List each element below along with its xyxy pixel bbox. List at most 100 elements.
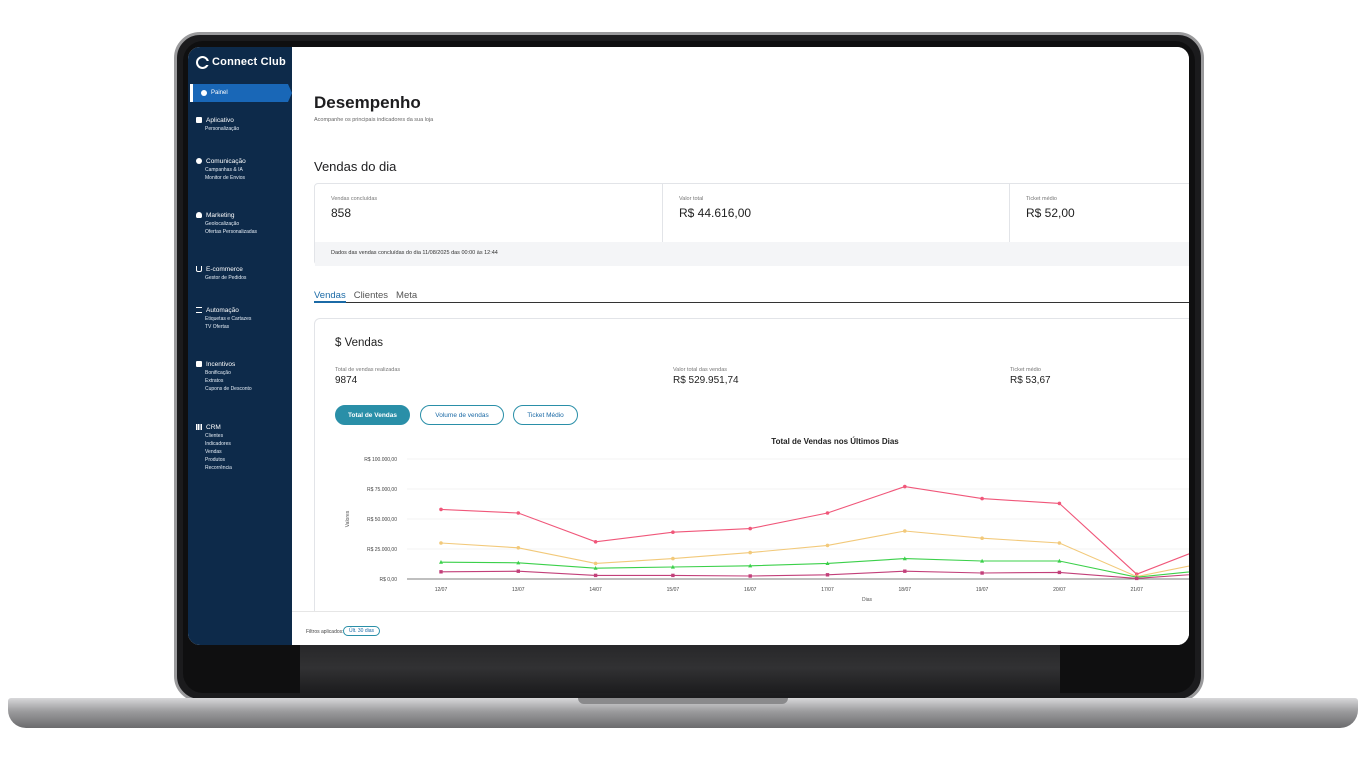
sidebar-subitem-gestor-pedidos[interactable]: Gestor de Pedidos (205, 275, 247, 281)
sidebar-subitem-cupons[interactable]: Cupons de Desconto (205, 386, 252, 392)
sidebar-item-ecommerce[interactable]: E-commerce (196, 264, 290, 274)
tab-meta[interactable]: Meta (396, 290, 418, 301)
data-point (671, 573, 675, 578)
sidebar-subitem-personalizacao[interactable]: Personalização (205, 126, 240, 132)
filters-label: Filtros aplicados: (306, 629, 344, 635)
data-point (980, 536, 984, 540)
sidebar-subitem-campanhas[interactable]: Campanhas & IA (205, 167, 243, 173)
data-point (670, 564, 675, 569)
sidebar-group-automacao: Automação Etiquetas e Cartazes TV Oferta… (196, 305, 290, 331)
series-line (440, 486, 1189, 575)
x-tick-label: 18/07 (899, 587, 912, 593)
sidebar-group-label: E-commerce (206, 265, 243, 273)
sidebar-item-comunicacao[interactable]: Comunicação (196, 156, 290, 166)
sidebar-item-painel[interactable]: Painel (190, 84, 292, 102)
sidebar-group-crm: CRM Clientes Indicadores Vendas Produtos… (196, 422, 290, 472)
brand-logo[interactable]: Connect Club (196, 53, 286, 71)
phone-icon (196, 117, 202, 123)
kpi-value: R$ 529.951,74 (673, 375, 739, 386)
filters-bar: Filtros aplicados: Últ. 30 dias (292, 611, 1189, 645)
y-tick-label: R$ 0,00 (379, 577, 397, 583)
data-point (439, 570, 443, 574)
lightbulb-icon (196, 212, 202, 218)
data-point (439, 507, 443, 512)
data-point (516, 511, 521, 515)
x-tick-label: 14/07 (589, 587, 602, 593)
sidebar-item-crm[interactable]: CRM (196, 422, 290, 432)
data-point (825, 561, 830, 565)
kpi-total-sales: Total de vendas realizadas 9874 (335, 367, 400, 386)
sales-card: $ Vendas Total de vendas realizadas 9874… (314, 318, 1189, 618)
sidebar-subitem-produtos[interactable]: Produtos (205, 457, 226, 463)
data-point (593, 561, 598, 566)
sidebar-subitem-indicadores[interactable]: Indicadores (205, 441, 231, 447)
sidebar-subitem-geolocalizacao[interactable]: Geolocalização (205, 221, 240, 227)
kpi-completed-sales: Vendas concluídas 858 (315, 184, 663, 242)
sidebar-group-ecommerce: E-commerce Gestor de Pedidos (196, 264, 290, 282)
arrows-icon (196, 307, 202, 313)
kpi-value: R$ 53,67 (1010, 375, 1051, 386)
sidebar-subitem-tv-ofertas[interactable]: TV Ofertas (205, 324, 230, 330)
x-axis-label: Dias (862, 597, 873, 603)
data-point (903, 569, 907, 573)
sidebar-subitem-etiquetas[interactable]: Etiquetas e Cartazes (205, 316, 252, 322)
data-point (439, 541, 443, 545)
x-tick-label: 12/07 (435, 587, 448, 593)
sidebar-subitem-clientes[interactable]: Clientes (205, 433, 224, 439)
x-tick-label: 21/07 (1130, 587, 1143, 593)
series-line (440, 570, 1189, 579)
megaphone-icon (196, 158, 202, 164)
average-ticket-button[interactable]: Ticket Médio (513, 405, 578, 425)
filter-chip-last-30-days[interactable]: Últ. 30 dias (343, 626, 381, 636)
sidebar-group-label: Aplicativo (206, 116, 234, 124)
sidebar-subitem-ofertas[interactable]: Ofertas Personalizadas (205, 229, 257, 235)
sidebar-subitem-extratos[interactable]: Extratos (205, 378, 224, 384)
x-tick-label: 19/07 (976, 587, 989, 593)
sidebar-item-automacao[interactable]: Automação (196, 305, 290, 315)
sidebar-item-incentivos[interactable]: Incentivos (196, 359, 290, 369)
sidebar-item-aplicativo[interactable]: Aplicativo (196, 115, 290, 125)
kpi-label: Valor total das vendas (673, 367, 728, 373)
kpi-label: Ticket médio (1010, 367, 1041, 373)
dashboard-icon (201, 90, 207, 96)
kpi-value: R$ 44.616,00 (679, 206, 752, 220)
kpi-average-ticket: Ticket médio R$ 52,00 (1010, 184, 1189, 242)
x-tick-label: 13/07 (512, 587, 525, 593)
data-point (439, 560, 443, 564)
sidebar-item-marketing[interactable]: Marketing (196, 210, 290, 220)
sidebar-group-label: Marketing (206, 211, 235, 219)
data-point (1135, 576, 1139, 581)
chart-title: Total de Vendas nos Últimos Dias (771, 437, 899, 446)
data-point (516, 569, 520, 573)
data-point (1057, 541, 1062, 545)
total-sales-button[interactable]: Total de Vendas (335, 405, 410, 425)
data-point (903, 529, 907, 533)
sidebar-subitem-monitor[interactable]: Monitor de Envios (205, 175, 246, 181)
kpi-total-value: Valor total R$ 44.616,00 (663, 184, 1010, 242)
brand-name: Connect Club (212, 56, 286, 68)
y-tick-label: R$ 100.000,00 (364, 457, 397, 463)
sidebar-group-label: Incentivos (206, 360, 236, 368)
tab-clientes[interactable]: Clientes (353, 290, 389, 301)
data-point (593, 540, 598, 544)
data-point (902, 556, 907, 561)
app-screen: Connect Club Painel Aplicativo Personali… (188, 47, 1189, 645)
daily-sales-title: Vendas do dia (314, 159, 397, 174)
sales-volume-button[interactable]: Volume de vendas (420, 405, 504, 425)
data-point (980, 571, 984, 575)
data-point (593, 573, 598, 578)
sidebar-subitem-recorrencia[interactable]: Recorrência (205, 465, 232, 471)
sidebar-group-label: Automação (206, 306, 239, 314)
tab-vendas[interactable]: Vendas (314, 290, 346, 303)
sidebar-subitem-bonificacao[interactable]: Bonificação (205, 370, 231, 376)
daily-kpi-card: Vendas concluídas 858 Valor total R$ 44.… (314, 183, 1189, 266)
x-tick-label: 20/07 (1053, 587, 1066, 593)
data-point (980, 558, 985, 563)
laptop-notch (578, 698, 788, 704)
kpi-label: Total de vendas realizadas (335, 367, 401, 373)
data-point (825, 511, 830, 515)
sidebar-subitem-vendas[interactable]: Vendas (205, 449, 222, 455)
data-point (671, 530, 675, 534)
kpi-sales-total-value: Valor total das vendas R$ 529.951,74 (673, 367, 739, 386)
connect-club-logo-icon (196, 55, 209, 69)
